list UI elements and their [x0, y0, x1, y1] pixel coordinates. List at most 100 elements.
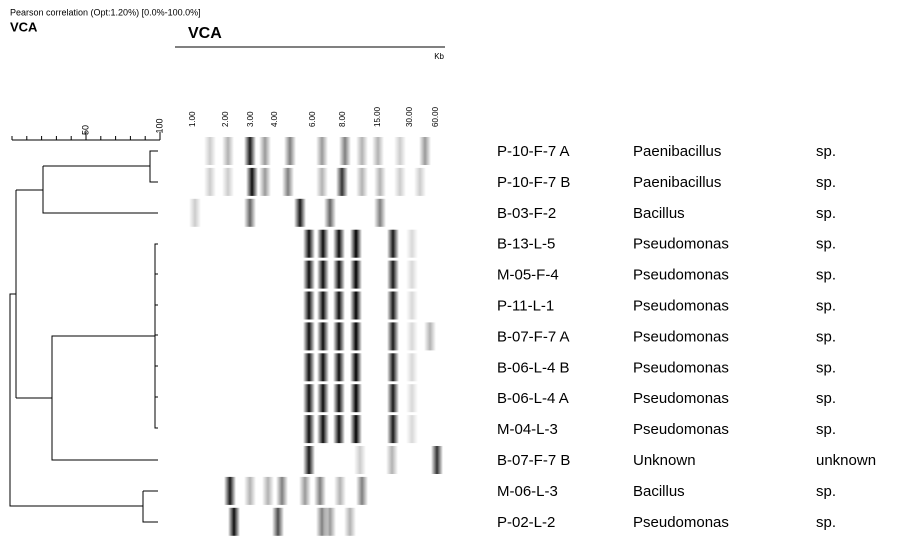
gel-band: [316, 137, 328, 165]
gel-size-label: 1.00: [188, 111, 197, 127]
gel-band: [294, 199, 306, 227]
gel-band: [406, 353, 418, 381]
gel-band: [282, 168, 294, 196]
scale-label: 50: [80, 125, 90, 135]
gel-band: [374, 168, 386, 196]
gel-band: [333, 353, 345, 381]
gel-band: [262, 477, 274, 505]
gel-band: [334, 477, 346, 505]
dendrogram: [10, 151, 158, 522]
gel-band: [431, 446, 443, 474]
gel: [189, 137, 443, 536]
isolate-id: B-07-F-7 B: [497, 452, 570, 469]
gel-band: [204, 137, 216, 165]
species: sp.: [816, 205, 836, 222]
gel-band: [303, 353, 315, 381]
gel-band: [244, 199, 256, 227]
gel-size-label: 60.00: [431, 106, 440, 127]
genus: Pseudomonas: [633, 421, 729, 438]
gel-band: [317, 230, 329, 258]
gel-band: [333, 415, 345, 443]
gel-band: [414, 168, 426, 196]
isolate-id: M-04-L-3: [497, 421, 558, 438]
dendrogram-title: VCA: [10, 19, 38, 34]
gel-band: [324, 199, 336, 227]
gel-band: [350, 415, 362, 443]
isolate-id: P-10-F-7 A: [497, 143, 570, 160]
gel-band: [350, 322, 362, 350]
gel-band: [303, 292, 315, 320]
species: sp.: [816, 174, 836, 191]
gel-band: [244, 477, 256, 505]
gel-unit: Kb: [434, 52, 444, 61]
species: sp.: [816, 483, 836, 500]
dendrogram-figure: Pearson correlation (Opt:1.20%) [0.0%-10…: [0, 0, 898, 540]
gel-band: [303, 322, 315, 350]
gel-band: [387, 292, 399, 320]
gel-band: [354, 446, 366, 474]
gel-band: [419, 137, 431, 165]
isolate-id: P-02-L-2: [497, 514, 555, 531]
gel-band: [224, 477, 236, 505]
scale-label: 100: [154, 118, 164, 133]
genus: Pseudomonas: [633, 514, 729, 531]
isolate-id: B-06-L-4 B: [497, 359, 570, 376]
gel-band: [303, 446, 315, 474]
gel-band: [406, 415, 418, 443]
isolate-id: B-06-L-4 A: [497, 390, 569, 407]
species: sp.: [816, 514, 836, 531]
gel-band: [333, 292, 345, 320]
genus: Paenibacillus: [633, 143, 721, 160]
gel-size-label: 30.00: [405, 106, 414, 127]
gel-band: [387, 415, 399, 443]
gel-band: [387, 261, 399, 289]
gel-title: VCA: [188, 25, 222, 42]
gel-band: [317, 292, 329, 320]
gel-band: [387, 230, 399, 258]
gel-band: [372, 137, 384, 165]
scale: 50 100: [12, 118, 164, 140]
gel-band: [356, 477, 368, 505]
species: unknown: [816, 452, 876, 469]
gel-band: [189, 199, 201, 227]
isolate-id: P-10-F-7 B: [497, 174, 570, 191]
species: sp.: [816, 328, 836, 345]
gel-band: [317, 384, 329, 412]
genus: Pseudomonas: [633, 267, 729, 284]
genus: Pseudomonas: [633, 297, 729, 314]
isolate-id: B-07-F-7 A: [497, 328, 570, 345]
gel-band: [259, 137, 271, 165]
gel-band: [333, 322, 345, 350]
genus: Bacillus: [633, 205, 685, 222]
gel-band: [259, 168, 271, 196]
isolate-id: M-05-F-4: [497, 267, 559, 284]
gel-band: [244, 137, 256, 165]
species: sp.: [816, 143, 836, 160]
gel-band: [394, 137, 406, 165]
gel-band: [350, 384, 362, 412]
gel-band: [386, 446, 398, 474]
genus: Pseudomonas: [633, 236, 729, 253]
gel-band: [333, 261, 345, 289]
gel-band: [374, 199, 386, 227]
gel-band: [394, 168, 406, 196]
gel-band: [222, 137, 234, 165]
gel-band: [317, 322, 329, 350]
gel-band: [406, 261, 418, 289]
gel-band: [406, 292, 418, 320]
gel-size-label: 15.00: [373, 106, 382, 127]
gel-band: [336, 168, 348, 196]
gel-band: [272, 508, 284, 536]
gel-band: [228, 508, 240, 536]
gel-band: [324, 508, 336, 536]
gel-size-label: 4.00: [270, 111, 279, 127]
genus: Bacillus: [633, 483, 685, 500]
gel-band: [316, 168, 328, 196]
gel-band: [204, 168, 216, 196]
gel-band: [339, 137, 351, 165]
genus: Paenibacillus: [633, 174, 721, 191]
gel-band: [303, 261, 315, 289]
genus: Unknown: [633, 452, 696, 469]
gel-size-label: 6.00: [308, 111, 317, 127]
gel-band: [303, 384, 315, 412]
